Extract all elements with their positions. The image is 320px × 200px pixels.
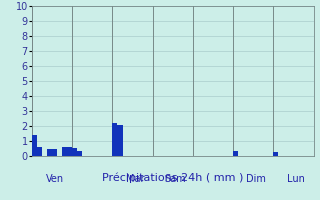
Text: Mar: Mar: [126, 174, 144, 184]
Bar: [72, 148, 77, 156]
Bar: [117, 124, 123, 156]
Text: Dim: Dim: [246, 174, 266, 184]
X-axis label: Précipitations 24h ( mm ): Précipitations 24h ( mm ): [102, 173, 244, 183]
Bar: [32, 135, 37, 156]
Bar: [77, 151, 82, 156]
Bar: [273, 152, 278, 156]
Text: Sam: Sam: [164, 174, 186, 184]
Bar: [37, 147, 42, 156]
Bar: [52, 148, 57, 156]
Bar: [47, 149, 52, 156]
Text: Ven: Ven: [45, 174, 64, 184]
Bar: [62, 147, 67, 156]
Bar: [67, 147, 72, 156]
Text: Lun: Lun: [287, 174, 305, 184]
Bar: [112, 123, 117, 156]
Bar: [233, 151, 238, 156]
